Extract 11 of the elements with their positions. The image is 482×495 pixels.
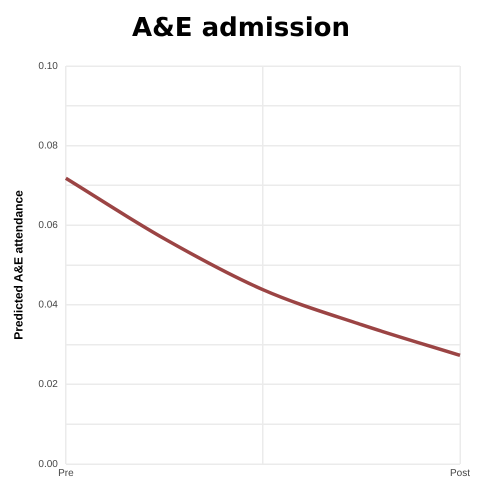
y-tick-label: 0.00 xyxy=(38,458,58,470)
line-series xyxy=(64,176,462,358)
y-axis-title: Predicted A&E attendance xyxy=(12,190,26,340)
x-tick-label: Post xyxy=(450,468,470,479)
y-tick-label: 0.10 xyxy=(38,60,58,72)
y-tick-label: 0.08 xyxy=(38,140,58,152)
x-tick-label: Pre xyxy=(58,468,74,479)
y-tick-label: 0.04 xyxy=(38,300,58,311)
y-tick-label: 0.02 xyxy=(38,379,58,390)
chart-title: A&E admission xyxy=(130,12,351,45)
y-tick-label: 0.06 xyxy=(38,220,58,231)
